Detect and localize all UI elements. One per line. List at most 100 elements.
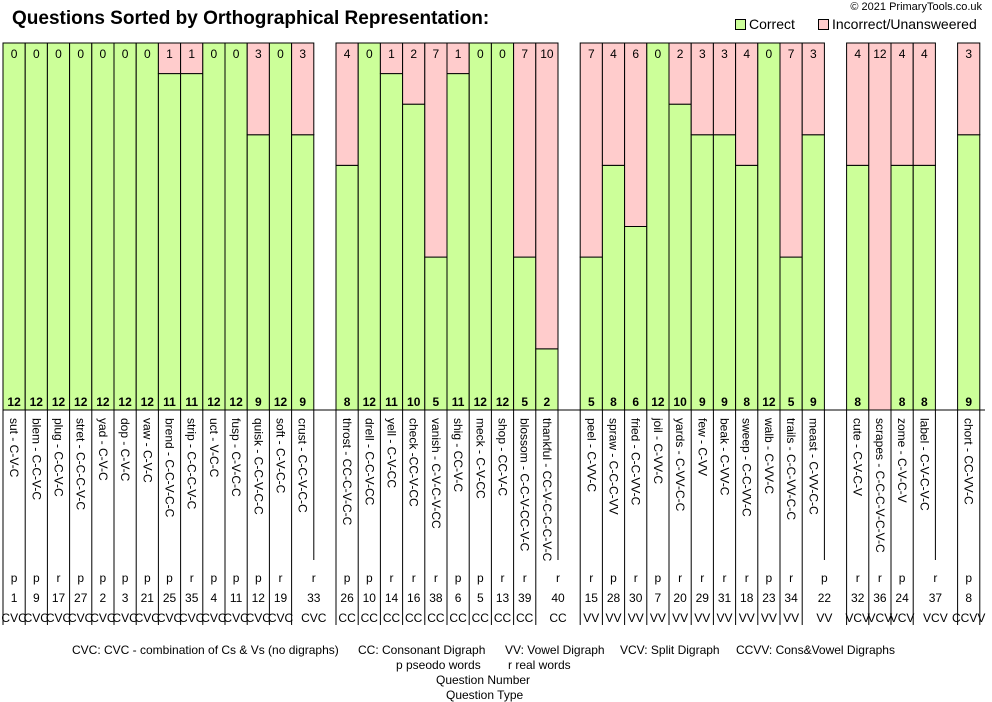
word-label: plug - C-C-V-C: [52, 418, 66, 497]
question-type: CVC: [157, 611, 183, 625]
word-label: sweep - C-C-VV-C: [740, 418, 754, 517]
word-kind-label: p: [255, 571, 262, 585]
word-label: few - C-VV: [695, 418, 709, 476]
word-label: strip - C-C-C-V-C: [185, 418, 199, 510]
question-type: VV: [761, 611, 777, 625]
question-type: VCV: [923, 611, 948, 625]
question-type: VV: [783, 611, 799, 625]
correct-value-label: 8: [743, 395, 750, 409]
correct-value-label: 12: [52, 395, 66, 409]
word-label: yell - C-V-CC: [385, 418, 399, 488]
bar-correct: [135, 42, 159, 411]
bar-correct: [579, 256, 603, 411]
correct-value-label: 5: [788, 395, 795, 409]
incorrect-value-label: 3: [255, 47, 262, 61]
question-type: VCV: [890, 611, 915, 625]
bar-correct: [779, 256, 803, 411]
bar-correct: [113, 42, 137, 411]
correct-value-label: 10: [407, 395, 421, 409]
question-type: CC: [472, 611, 490, 625]
word-label: walb - C-VV-C: [762, 417, 776, 494]
question-type: CVC: [112, 611, 138, 625]
question-number: 35: [185, 591, 199, 605]
word-kind-label: r: [412, 571, 416, 585]
question-type: CC: [549, 611, 567, 625]
incorrect-value-label: 4: [344, 47, 351, 61]
bar-incorrect: [601, 42, 626, 166]
incorrect-value-label: 0: [499, 47, 506, 61]
question-type: CVC: [90, 611, 116, 625]
bar-incorrect: [735, 42, 759, 166]
word-kind-label: r: [634, 571, 638, 585]
question-type: VCV: [845, 611, 870, 625]
incorrect-value-label: 7: [521, 47, 528, 61]
question-number: 28: [607, 591, 621, 605]
word-label: spraw - C-C-C-VV: [607, 418, 621, 515]
incorrect-value-label: 12: [873, 47, 887, 61]
word-label: scrapes - C-C-C-V-C-V-C: [873, 418, 887, 553]
word-kind-label: p: [166, 571, 173, 585]
question-number: 10: [363, 591, 377, 605]
correct-value-label: 5: [433, 395, 440, 409]
bar-correct: [513, 256, 537, 411]
question-type: CC: [494, 611, 512, 625]
question-type: VV: [605, 611, 621, 625]
bar-correct: [735, 164, 759, 411]
correct-value-label: 6: [632, 395, 639, 409]
question-number: 40: [551, 591, 565, 605]
bar-correct: [357, 42, 381, 411]
question-type: CVC: [1, 611, 27, 625]
bar-correct: [646, 42, 670, 411]
correct-value-label: 5: [521, 395, 528, 409]
word-kind-label: p: [33, 571, 40, 585]
incorrect-value-label: 7: [433, 47, 440, 61]
legend-label-incorrect: Incorrect/Unansweered: [832, 16, 977, 32]
incorrect-value-label: 0: [233, 47, 240, 61]
question-type: VV: [716, 611, 732, 625]
correct-value-label: 12: [274, 395, 288, 409]
word-label: dop - C-V-C: [118, 418, 132, 482]
word-kind-label: p: [965, 571, 972, 585]
word-label: meast - C-VV-C-C: [806, 418, 820, 515]
word-kind-label: p: [100, 571, 107, 585]
question-number: 7: [655, 591, 662, 605]
bar-correct: [690, 134, 714, 411]
incorrect-value-label: 0: [33, 47, 40, 61]
key-cvc: CVC: CVC - combination of Cs & Vs (no di…: [72, 643, 339, 657]
word-label: peel - C-VV-C: [584, 418, 598, 492]
question-number: 12: [252, 591, 266, 605]
question-type: VCV: [868, 611, 893, 625]
word-label: brend - C-C-V-C-C: [163, 418, 177, 518]
incorrect-value-label: 0: [766, 47, 773, 61]
question-number: 1: [11, 591, 18, 605]
bar-incorrect: [868, 42, 892, 411]
bar-correct: [291, 134, 315, 411]
question-number: 18: [740, 591, 754, 605]
question-type: VV: [583, 611, 599, 625]
word-label: thankful - CC-V-C-C-C-V-C: [540, 418, 554, 562]
question-type: CVC: [301, 611, 327, 625]
question-type: CC: [338, 611, 356, 625]
word-label: quisk - C-C-V-C-C: [251, 418, 265, 515]
word-kind-label: p: [655, 571, 662, 585]
correct-value-label: 2: [544, 395, 551, 409]
incorrect-value-label: 4: [899, 47, 906, 61]
word-label: throst - CC-C-V-C-C: [340, 418, 354, 526]
word-kind-label: r: [279, 571, 283, 585]
word-label: shig - CC-V-C: [451, 418, 465, 492]
correct-value-label: 9: [299, 395, 306, 409]
word-kind-label: r: [789, 571, 793, 585]
word-kind-label: p: [144, 571, 151, 585]
word-kind-label: r: [723, 571, 727, 585]
incorrect-value-label: 0: [277, 47, 284, 61]
bar-incorrect: [424, 42, 448, 258]
question-type: CC: [383, 611, 401, 625]
correct-value-label: 8: [854, 395, 861, 409]
word-kind-label: p: [766, 571, 773, 585]
bar-correct: [91, 42, 115, 411]
question-number: 21: [141, 591, 155, 605]
correct-value-label: 12: [229, 395, 243, 409]
key-cc: CC: Consonant Digraph: [358, 643, 486, 657]
word-label: beak - C-VV-C: [718, 418, 732, 496]
